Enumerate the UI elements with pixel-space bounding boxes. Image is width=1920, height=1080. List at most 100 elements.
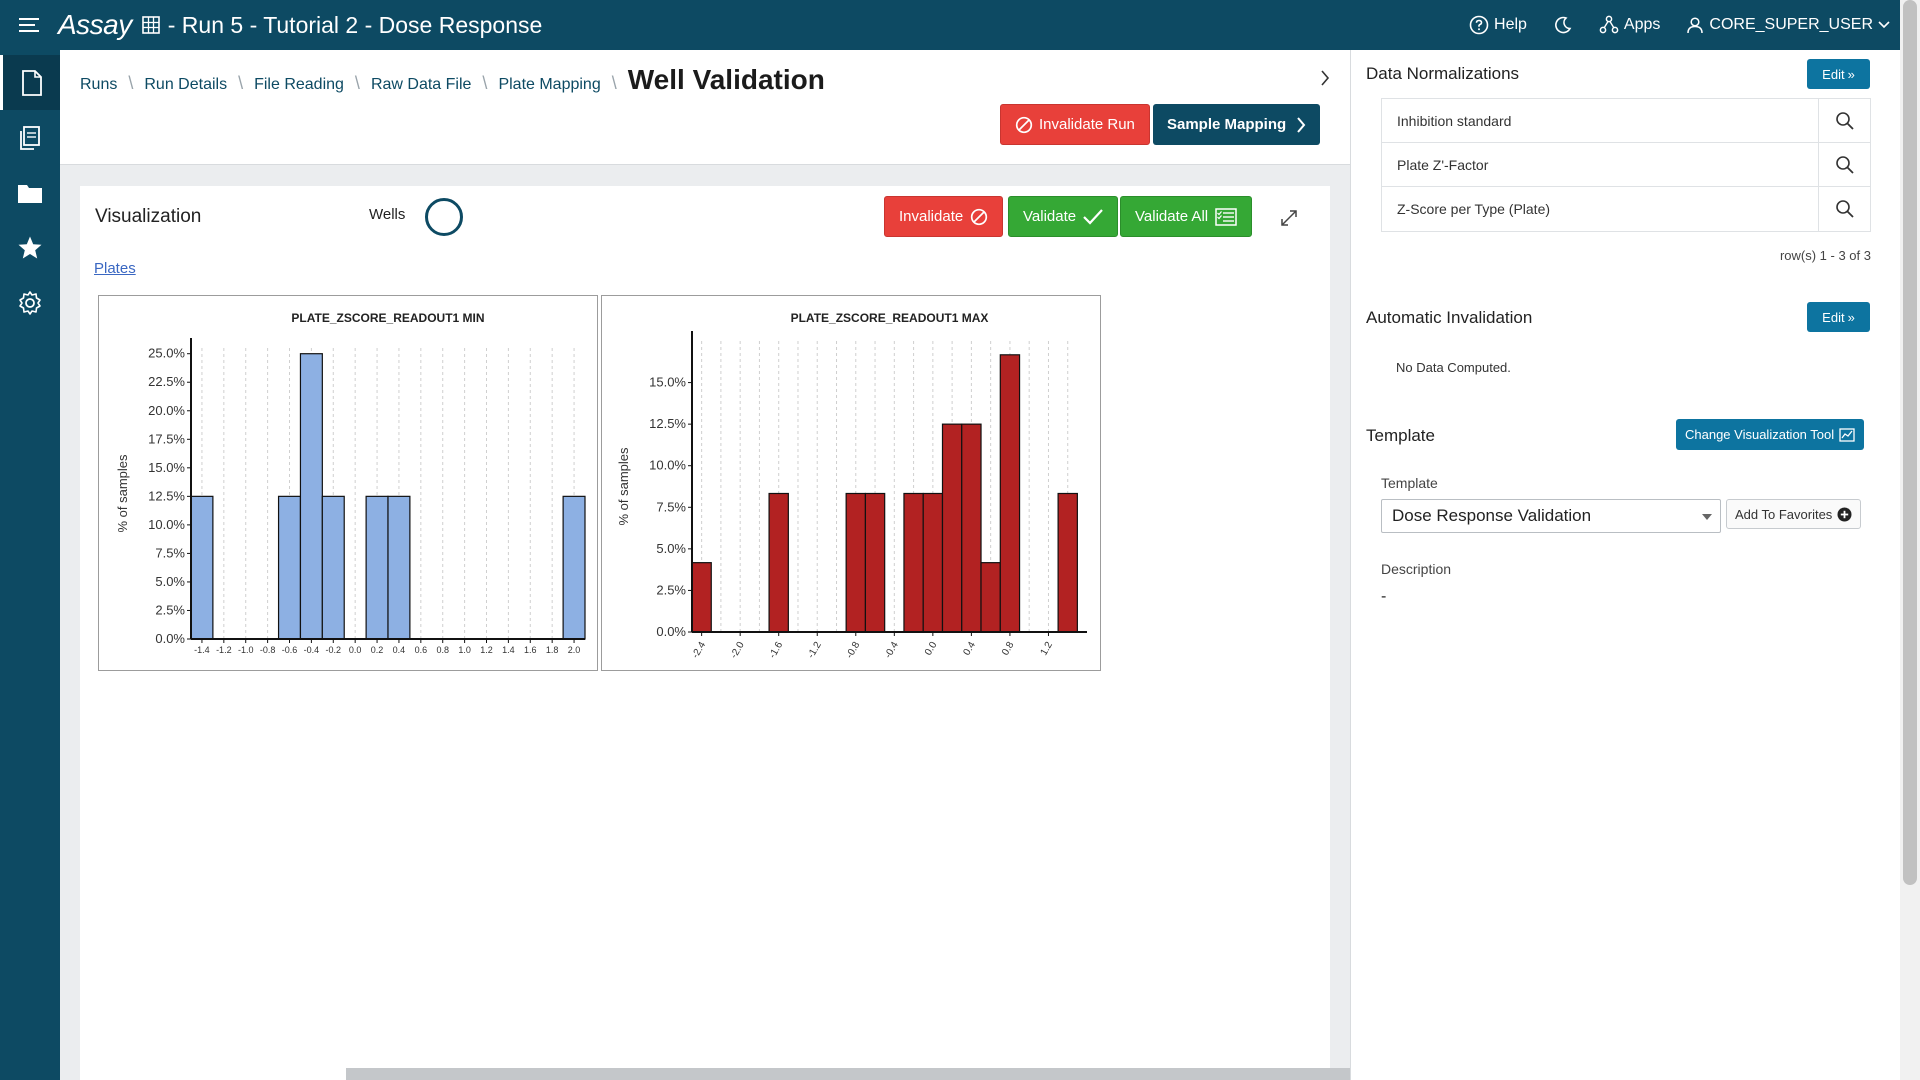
scrollbar-thumb[interactable] — [1903, 0, 1917, 885]
histogram-max-svg: PLATE_ZSCORE_READOUT1 MAX 0.0% 2.5% 5.0% 7.5… — [616, 311, 1087, 661]
x-tick-label: -1.2 — [216, 645, 232, 655]
user-menu[interactable]: CORE_SUPER_USER — [1686, 16, 1890, 34]
invalidate-run-button[interactable]: Invalidate Run — [1000, 104, 1150, 145]
checklist-icon — [1215, 207, 1237, 226]
x-tick-label: 0.4 — [962, 640, 979, 658]
edit-label: Edit — [1822, 66, 1845, 82]
add-to-favorites-button[interactable]: Add To Favorites — [1726, 499, 1862, 529]
ban-icon — [1015, 116, 1033, 133]
y-tick-label: 5.0% — [155, 574, 185, 589]
validate-all-label: Validate All — [1135, 208, 1209, 225]
dark-mode-toggle[interactable] — [1553, 15, 1573, 35]
x-tick-label: 0.2 — [371, 645, 384, 655]
chart-icon — [1839, 427, 1855, 442]
breadcrumb-runs[interactable]: Runs — [80, 76, 118, 93]
visualization-title: Visualization — [95, 206, 202, 227]
x-tick-label: 0.0 — [923, 640, 940, 658]
nav-settings-button[interactable] — [0, 275, 60, 330]
user-label: CORE_SUPER_USER — [1709, 16, 1873, 33]
chevron-down-icon — [1878, 21, 1890, 29]
template-section-title: Template — [1366, 426, 1435, 445]
app-brand[interactable]: Assay — [58, 9, 132, 40]
nav-documents-button[interactable] — [0, 110, 60, 165]
histogram-chart-min[interactable]: PLATE_ZSCORE_READOUT1 MIN 0.0% 2.5% 5.0% 7.5… — [98, 295, 598, 671]
x-tick-label: 1.2 — [480, 645, 493, 655]
y-tick-label: 2.5% — [155, 602, 185, 617]
validate-button[interactable]: Validate — [1008, 196, 1119, 237]
help-button[interactable]: Help — [1469, 15, 1527, 35]
breadcrumb-raw-data-file[interactable]: Raw Data File — [370, 76, 472, 93]
histogram-bar — [691, 562, 712, 633]
no-data-text: No Data Computed. — [1396, 360, 1511, 375]
page-header-title: - Run 5 - Tutorial 2 - Dose Response — [167, 11, 543, 38]
x-tick-label: -0.4 — [883, 640, 901, 661]
plus-circle-icon — [1837, 507, 1852, 521]
x-tick-label: 1.4 — [502, 645, 515, 655]
template-field-label: Template — [1381, 475, 1438, 491]
y-tick-label: 15.0% — [649, 375, 686, 390]
histogram-bar — [999, 354, 1021, 633]
apps-label: Apps — [1623, 16, 1661, 33]
apps-button[interactable]: Apps — [1599, 15, 1660, 35]
change-visualization-tool-button[interactable]: Change Visualization Tool — [1676, 419, 1865, 450]
star-icon — [18, 236, 42, 258]
data-normalizations-edit-button[interactable]: Edit » — [1807, 59, 1870, 89]
apps-network-icon — [1599, 15, 1619, 34]
hamburger-menu-icon[interactable] — [0, 0, 60, 50]
histogram-bar — [299, 353, 323, 640]
x-tick-label: -1.4 — [194, 645, 210, 655]
nav-favorites-button[interactable] — [0, 220, 60, 275]
histogram-bar — [864, 492, 886, 633]
invalidate-button[interactable]: Invalidate — [884, 196, 1004, 237]
search-icon[interactable] — [1818, 98, 1870, 143]
y-tick-label: 10.0% — [148, 517, 185, 532]
chevron-right-icon — [1321, 70, 1330, 86]
search-icon[interactable] — [1818, 142, 1870, 187]
x-tick-label: 0.6 — [415, 645, 428, 655]
normalizations-list: Inhibition standard Plate Z'-Factor Z-Sc… — [1381, 98, 1871, 232]
fullscreen-expand-icon[interactable] — [1275, 204, 1303, 232]
histogram-bar — [562, 495, 586, 640]
invalidate-label: Invalidate — [899, 208, 964, 225]
x-tick-label: 2.0 — [568, 645, 581, 655]
validate-all-button[interactable]: Validate All — [1120, 196, 1253, 237]
document-icon — [21, 69, 42, 96]
y-tick-label: 20.0% — [148, 403, 185, 418]
loading-spinner-icon — [425, 198, 463, 236]
y-axis-label: % of samples — [616, 447, 631, 526]
collapse-panel-button[interactable] — [1302, 55, 1348, 101]
breadcrumb-file-reading[interactable]: File Reading — [254, 76, 344, 93]
x-tick-label: 0.0 — [349, 645, 362, 655]
data-normalizations-title: Data Normalizations — [1366, 64, 1520, 83]
sample-mapping-button[interactable]: Sample Mapping — [1153, 104, 1321, 145]
y-tick-label: 25.0% — [148, 346, 185, 361]
list-item: Inhibition standard — [1382, 98, 1870, 143]
y-tick-label: 0.0% — [155, 631, 185, 646]
plates-link[interactable]: Plates — [94, 260, 136, 277]
nav-folder-button[interactable] — [0, 165, 60, 220]
horizontal-scrollbar[interactable] — [346, 1068, 1554, 1080]
histogram-bar — [980, 562, 1001, 633]
histogram-chart-max[interactable]: PLATE_ZSCORE_READOUT1 MAX 0.0% 2.5% 5.0% 7.5… — [601, 295, 1101, 671]
search-icon[interactable] — [1818, 187, 1870, 231]
x-tick-label: 1.0 — [458, 645, 471, 655]
x-tick-label: -0.6 — [282, 645, 298, 655]
y-tick-label: 0.0% — [656, 624, 686, 639]
documents-stack-icon — [20, 125, 40, 150]
page-header-panel: Runs \ Run Details \ File Reading \ Raw … — [60, 50, 1350, 165]
x-tick-label: 0.8 — [1000, 640, 1017, 658]
breadcrumb-run-details[interactable]: Run Details — [144, 76, 228, 93]
x-tick-label: 1.8 — [546, 645, 559, 655]
user-icon — [1687, 17, 1704, 34]
y-tick-label: 17.5% — [148, 431, 185, 446]
y-tick-label: 15.0% — [148, 460, 185, 475]
template-select[interactable]: Dose Response Validation — [1381, 499, 1721, 533]
normalization-label: Z-Score per Type (Plate) — [1397, 201, 1551, 217]
breadcrumb-plate-mapping[interactable]: Plate Mapping — [498, 76, 601, 93]
vertical-scrollbar[interactable] — [1900, 0, 1920, 1080]
x-tick-label: -0.4 — [304, 645, 320, 655]
histogram-bar — [321, 495, 345, 640]
nav-runs-button[interactable] — [0, 55, 60, 110]
x-tick-label: -0.8 — [260, 645, 276, 655]
automatic-invalidation-edit-button[interactable]: Edit » — [1807, 302, 1870, 332]
